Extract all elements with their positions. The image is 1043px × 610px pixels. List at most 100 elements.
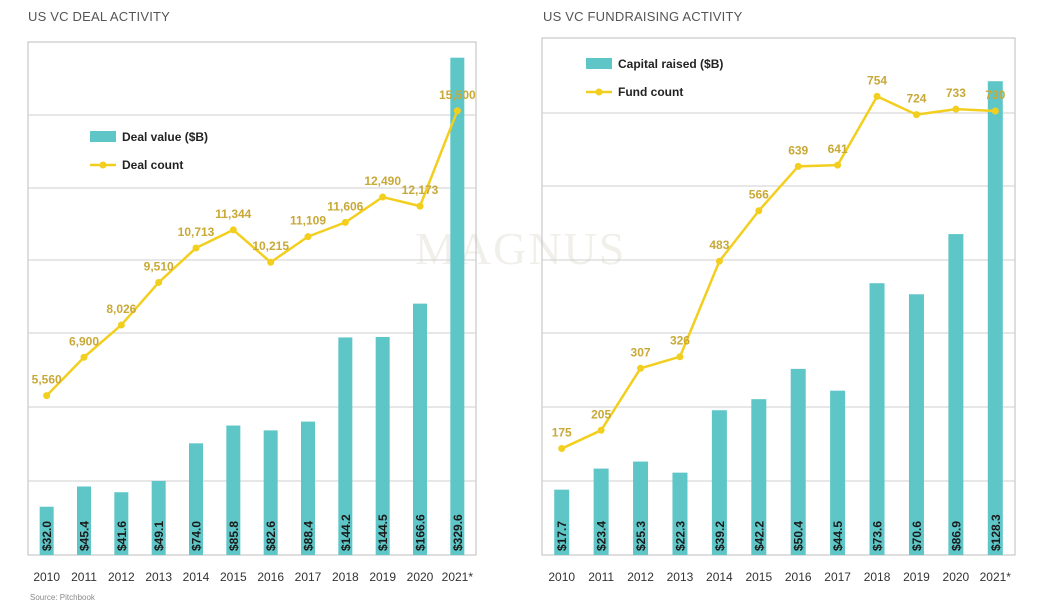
fund-bar-label: $42.2 [752, 521, 766, 551]
fund-count-point [834, 161, 842, 169]
deal-count-point [229, 226, 237, 234]
fund-count-point [912, 111, 920, 119]
deal-bar-label: $144.2 [339, 514, 353, 551]
fund-count-point [676, 353, 684, 361]
fund-legend-bar-swatch [586, 58, 612, 69]
fund-count-point [597, 426, 605, 434]
fund-x-tick-label: 2019 [903, 570, 930, 584]
deal-bar-label: $45.4 [78, 521, 92, 551]
deal-count-label: 5,560 [32, 373, 62, 387]
fund-bar [593, 468, 609, 555]
deal-count-label: 12,173 [402, 183, 439, 197]
watermark-logo: MAGNUS [415, 223, 627, 274]
deal-count-point [304, 233, 312, 241]
deal-count-label: 11,344 [215, 207, 251, 221]
fund-count-label: 175 [552, 426, 572, 440]
deal-x-tick-label: 2016 [257, 570, 284, 584]
deal-bar-label: $85.8 [227, 521, 241, 551]
deal-count-label: 15,500 [439, 88, 476, 102]
fund-x-tick-label: 2014 [706, 570, 733, 584]
fund-bar-label: $17.7 [555, 521, 569, 551]
fund-plot-frame [541, 37, 1016, 556]
deal-count-label: 11,109 [290, 214, 326, 228]
deal-bar [77, 486, 91, 555]
deal-x-tick-label: 2018 [332, 570, 359, 584]
fund-count-point [637, 364, 645, 372]
fund-bar-label: $25.3 [634, 521, 648, 551]
fund-bar [830, 390, 846, 555]
fund-bar-label: $128.3 [989, 514, 1003, 551]
fund-x-tick-label: 2021* [980, 570, 1012, 584]
deal-bar-label: $32.0 [40, 521, 54, 551]
deal-x-tick-label: 2020 [407, 570, 434, 584]
fund-x-tick-label: 2016 [785, 570, 812, 584]
fund-bar-label: $70.6 [910, 521, 924, 551]
deal-count-label: 11,606 [327, 199, 363, 213]
deal-bar [226, 425, 241, 555]
fund-count-label: 205 [591, 407, 611, 421]
fund-x-tick-label: 2011 [588, 570, 614, 584]
deal-x-tick-label: 2013 [145, 570, 172, 584]
deal-bar [151, 480, 166, 555]
fund-count-point [873, 92, 881, 100]
fund-bar [751, 399, 767, 555]
deal-count-point [155, 278, 163, 286]
deal-x-tick-label: 2015 [220, 570, 247, 584]
deal-bar-label: $144.5 [376, 514, 390, 551]
fund-count-label: 307 [631, 345, 651, 359]
source-note: Source: Pitchbook [30, 593, 95, 602]
fund-x-tick-label: 2013 [667, 570, 694, 584]
deal-bar-label: $41.6 [115, 521, 129, 551]
fund-count-label: 641 [828, 142, 848, 156]
deal-bar [39, 506, 54, 555]
deal-bar [375, 336, 390, 555]
fund-count-label: 724 [906, 92, 926, 106]
deal-bar-label: $74.0 [190, 521, 204, 551]
deal-count-label: 12,490 [364, 174, 401, 188]
fund-bar-label: $86.9 [949, 521, 963, 551]
fund-count-point [755, 207, 763, 215]
deal-count-point [80, 353, 88, 361]
fund-count-label: 566 [749, 188, 769, 202]
deal-bar [450, 57, 465, 555]
deal-count-point [341, 218, 349, 226]
deal-legend-bar-label: Deal value ($B) [122, 130, 208, 144]
fund-legend-bar-label: Capital raised ($B) [618, 57, 723, 71]
deal-legend-line-label: Deal count [122, 158, 183, 172]
fund-count-label: 730 [985, 88, 1005, 102]
deal-bar [413, 303, 427, 555]
fund-x-tick-label: 2018 [864, 570, 891, 584]
fund-bar [633, 461, 649, 555]
fund-bar [948, 234, 964, 556]
deal-count-point [192, 244, 200, 252]
fund-bar-label: $73.6 [871, 521, 885, 551]
deal-bar [114, 492, 129, 555]
deal-count-point [43, 392, 51, 400]
fund-count-label: 754 [867, 73, 887, 87]
fund-count-label: 483 [709, 238, 729, 252]
fund-bar [869, 283, 885, 555]
fund-bar-label: $44.5 [831, 521, 845, 551]
deal-count-label: 10,713 [178, 225, 215, 239]
deal-x-tick-label: 2019 [369, 570, 396, 584]
fund-count-point [794, 162, 802, 170]
fund-bar [711, 410, 727, 555]
fund-count-label: 326 [670, 334, 690, 348]
deal-bar [263, 430, 278, 555]
chart-title-fundraising-activity: US VC FUNDRAISING ACTIVITY [543, 9, 743, 24]
fund-count-label: 733 [946, 86, 966, 100]
deal-count-point [267, 258, 275, 266]
deal-bar-label: $82.6 [264, 521, 278, 551]
chart-title-deal-activity: US VC DEAL ACTIVITY [28, 9, 171, 24]
deal-count-point [117, 321, 125, 329]
deal-plot-frame [27, 41, 477, 556]
fund-bar [987, 81, 1003, 556]
deal-x-tick-label: 2014 [183, 570, 210, 584]
fund-count-point [952, 105, 960, 113]
fund-count-point [715, 257, 723, 265]
deal-count-label: 10,215 [252, 239, 289, 253]
fund-legend-line-marker [595, 88, 603, 96]
fund-x-tick-label: 2012 [627, 570, 654, 584]
deal-x-tick-label: 2010 [33, 570, 60, 584]
